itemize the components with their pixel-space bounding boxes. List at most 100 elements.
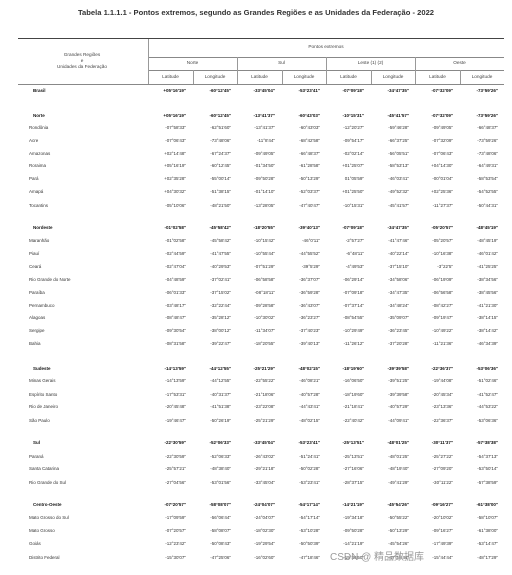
table-cell: -6°48'11": [346, 251, 364, 256]
table-cell: -09°19'47": [432, 315, 453, 320]
table-cell: -60°12'45": [209, 113, 231, 118]
sub-header-longitude: Longitude: [204, 74, 226, 79]
sub-header-longitude: Longitude: [293, 74, 315, 79]
table-cell: -19°44'08": [432, 378, 453, 383]
table-cell: -47°18'44": [388, 555, 409, 560]
table-row: São Paulo -19°46'47" -50°26'19" -25°21'29" -…: [18, 417, 504, 425]
table-cell: -33°45'04": [253, 88, 275, 93]
table-cell: -10°30'02": [254, 315, 275, 320]
row-label: Alagoas: [29, 315, 46, 320]
table-cell: -10°55'44": [254, 251, 275, 256]
table-cell: -48°19'40": [388, 466, 409, 471]
table-cell: -09°54'17": [343, 138, 364, 143]
table-cell: -14°21'19": [343, 541, 364, 546]
table-cell: -09°28'58": [254, 303, 275, 308]
table-cell: -04°48'59": [165, 277, 186, 282]
table-cell: -38°00'12": [210, 328, 231, 333]
table-cell: -07°09'18": [342, 88, 364, 93]
table-cell: -22°30'59": [164, 440, 186, 445]
table-cell: -39°40'13": [298, 225, 320, 230]
table-cell: -36°23'27": [299, 315, 320, 320]
table-cell: -22°40'42": [343, 418, 364, 423]
row-label: Brasil: [33, 88, 46, 93]
table-cell: -09°30'54": [165, 328, 186, 333]
table-cell: -58°08'07": [210, 528, 231, 533]
table-cell: -21°18'41": [343, 404, 364, 409]
table-row: Rio Grande do Norte -04°48'59" -37°02'41" -…: [18, 276, 504, 284]
table-cell: -51°02'46": [477, 378, 498, 383]
table-cell: -39°39'58": [387, 366, 409, 371]
table-cell: -34°47'35": [387, 88, 409, 93]
table-cell: -14°13'59": [165, 378, 186, 383]
table-cell: -10°15'31": [343, 203, 364, 208]
table-title: Tabela 1.1.1.1 - Pontos extremos, segund…: [77, 8, 435, 17]
table-row: Amazonas +02°14'48" -67°24'37" -09°49'05" -6…: [18, 150, 504, 158]
table-cell: -45°54'26": [388, 541, 409, 546]
table-cell: -18°02'30": [254, 528, 275, 533]
table-cell: -23°13'36": [432, 404, 453, 409]
table-cell: -39°40'13": [299, 341, 320, 346]
table-cell: -22°30'59": [165, 454, 186, 459]
table-row: Goiás -12°23'42" -50°08'43" -19°29'54" -50°5…: [18, 540, 504, 548]
table-cell: -52°06'33": [209, 440, 231, 445]
table-cell: -37°15'10": [388, 264, 409, 269]
table-cell: -40°22'14": [388, 251, 409, 256]
table-cell: -48°38'40": [210, 466, 231, 471]
row-label: Centro-Oeste: [33, 502, 62, 507]
table-cell: -53°10'28": [299, 528, 320, 533]
row-label: Tocantins: [29, 203, 49, 208]
region-row: Sul -22°30'59" -52°06'33" -33°45'04" -53°23'…: [18, 439, 504, 447]
table-cell: +02°25'36": [431, 189, 453, 194]
table-cell: -73°59'26": [476, 113, 498, 118]
table-cell: -48°17'29": [477, 555, 498, 560]
row-label: Espírito Santo: [29, 392, 58, 397]
table-cell: -41°25'25": [477, 264, 498, 269]
table-cell: -29°21'18": [254, 466, 275, 471]
table-cell: -03°48'17": [165, 303, 186, 308]
row-label: Pará: [29, 176, 39, 181]
col-header-east: Leste (1) (2): [357, 60, 384, 65]
row-label: Santa Catarina: [29, 466, 60, 471]
table-row: Paraíba -06°01'33" -37°15'02" -08°18'11" -36…: [18, 289, 504, 297]
table-cell: -60°12'45": [210, 163, 231, 168]
table-cell: -50°02'28": [299, 466, 320, 471]
table-cell: -27°16'06": [343, 466, 364, 471]
row-label: Acre: [29, 138, 39, 143]
table-cell: +01°25'07": [342, 163, 364, 168]
table-cell: -02°44'59": [165, 251, 186, 256]
table-cell: -66°48'37": [299, 151, 320, 156]
row-label: Norte: [33, 113, 45, 118]
table-cell: -17°49'39": [432, 541, 453, 546]
table-cell: -26°43'02": [254, 454, 275, 459]
table-cell: -48°21'50": [210, 203, 231, 208]
table-cell: -25°27'22": [432, 454, 453, 459]
table-cell: -54°37'13": [477, 454, 498, 459]
table-cell: -01°34'50": [254, 163, 275, 168]
table-cell: -56°06'44": [210, 515, 231, 520]
table-cell: -50°50'39": [299, 541, 320, 546]
table-cell: -10°15'42": [254, 238, 275, 243]
table-cell: -09°50'28": [254, 176, 275, 181]
row-label: Minas Gerais: [29, 378, 56, 383]
table-row: Piauí -02°44'59" -41°47'55" -10°55'44" -44°5…: [18, 250, 504, 258]
table-cell: -48°45'19": [477, 238, 498, 243]
table-cell: -18°19'60": [342, 366, 364, 371]
table-cell: -18°20'55": [254, 341, 275, 346]
table-cell: -36°59'28": [299, 290, 320, 295]
table-cell: -11°8'44": [257, 138, 275, 143]
table-cell: -07°37'14": [343, 303, 364, 308]
table-cell: -07°51'29": [254, 264, 275, 269]
table-cell: -12°20'27": [343, 125, 364, 130]
table-cell: -33°45'04": [254, 480, 275, 485]
table-cell: -30°11'22": [432, 480, 453, 485]
total-row: Brasil +05°16'19" -60°12'45" -33°45'04" -53°…: [18, 87, 504, 95]
table-cell: -47°25'06": [210, 555, 231, 560]
sub-header-longitude: Longitude: [471, 74, 493, 79]
table-cell: -25°57'21": [165, 466, 186, 471]
table-row: Acre -07°06'43" -73°48'06" -11°8'44" -68°42'…: [18, 137, 504, 145]
table-row: Sergipe -09°30'54" -38°00'12" -11°34'07" -37…: [18, 327, 504, 335]
table-cell: -17°09'59": [165, 515, 186, 520]
table-cell: -34°48'24": [388, 303, 409, 308]
table-cell: -50°13'29": [299, 176, 320, 181]
table-cell: -61°38'00": [476, 502, 498, 507]
